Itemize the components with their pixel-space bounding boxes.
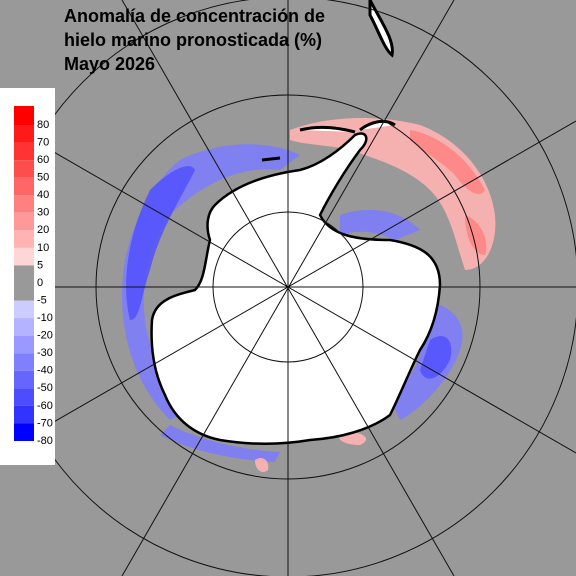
colorbar-label: -20 [37, 330, 53, 342]
colorbar-label: 80 [37, 119, 49, 131]
title-line: Anomalía de concentración de [64, 6, 325, 26]
colorbar-label: 70 [37, 136, 49, 148]
colorbar-segment [14, 106, 34, 125]
colorbar-segment [14, 195, 34, 213]
colorbar-segment [14, 370, 34, 389]
colorbar-segment [14, 247, 34, 266]
colorbar-label: -70 [37, 417, 53, 429]
colorbar-label: 5 [37, 259, 43, 271]
title-line: hielo marino pronosticada (%) [64, 30, 322, 50]
subtitle: Mayo 2026 [64, 54, 155, 74]
colorbar-segment [14, 335, 34, 354]
colorbar-segment [14, 353, 34, 371]
colorbar-segment [14, 142, 34, 161]
colorbar-segment [14, 405, 34, 424]
colorbar-segment [14, 318, 34, 336]
colorbar-label: 30 [37, 207, 49, 219]
colorbar-segment [14, 212, 34, 231]
colorbar-label: 10 [37, 242, 49, 254]
colorbar-segment [14, 423, 34, 441]
colorbar-segment [14, 160, 34, 178]
colorbar-segment [14, 177, 34, 196]
colorbar-label: -5 [37, 294, 47, 306]
colorbar-segment [14, 265, 34, 283]
colorbar-segment [14, 388, 34, 406]
colorbar-label: -40 [37, 365, 53, 377]
colorbar-segment [14, 283, 34, 301]
colorbar-label: 60 [37, 154, 49, 166]
colorbar: 807060504030201050-5-10-20-30-40-50-60-7… [0, 88, 55, 465]
colorbar-label: -30 [37, 347, 53, 359]
colorbar-label: -80 [37, 435, 53, 447]
strong-positive-anomaly [410, 130, 487, 255]
colorbar-label: -10 [37, 312, 53, 324]
colorbar-segment [14, 125, 34, 143]
antarctica [150, 132, 442, 445]
colorbar-label: 40 [37, 189, 49, 201]
peninsula-islands [261, 0, 396, 162]
colorbar-label: 50 [37, 172, 49, 184]
colorbar-segment [14, 230, 34, 248]
colorbar-segment [14, 300, 34, 319]
colorbar-label: -60 [37, 400, 53, 412]
colorbar-label: -50 [37, 382, 53, 394]
colorbar-label: 0 [37, 277, 43, 289]
colorbar-label: 20 [37, 224, 49, 236]
